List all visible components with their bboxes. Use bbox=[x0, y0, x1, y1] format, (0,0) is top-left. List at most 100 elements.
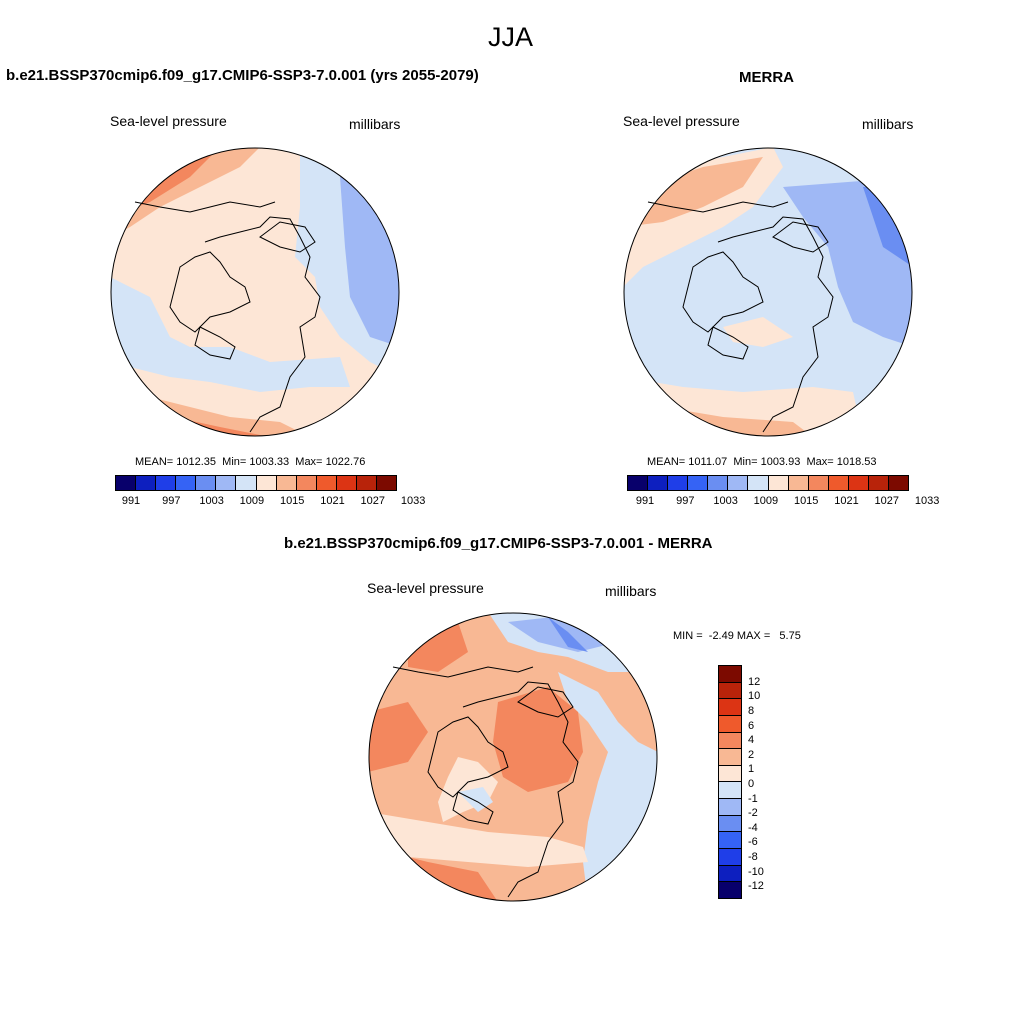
model-map-boundary bbox=[110, 147, 400, 437]
colorbar-tick-label: 1 bbox=[748, 763, 755, 776]
colorbar-swatch bbox=[848, 476, 869, 490]
colorbar-swatch bbox=[719, 715, 741, 733]
diff-coastlines bbox=[392, 666, 579, 898]
diff-units-label: millibars bbox=[605, 583, 657, 599]
obs-variable-label: Sea-level pressure bbox=[623, 113, 740, 129]
colorbar-tick-label: 997 bbox=[676, 495, 695, 507]
colorbar-tick-label: 1027 bbox=[360, 495, 386, 507]
colorbar-swatch bbox=[377, 476, 397, 490]
colorbar-swatch bbox=[719, 749, 741, 766]
model-units-label: millibars bbox=[349, 116, 401, 132]
colorbar-swatch bbox=[719, 882, 741, 898]
colorbar-tick-label: 4 bbox=[748, 734, 755, 747]
model-variable-label: Sea-level pressure bbox=[110, 113, 227, 129]
colorbar-swatch bbox=[708, 476, 729, 490]
obs-panel-title: MERRA bbox=[739, 69, 794, 86]
colorbar-tick-label: 0 bbox=[748, 777, 755, 790]
colorbar-tick-label: 1015 bbox=[793, 495, 819, 507]
diff-panel-title: b.e21.BSSP370cmip6.f09_g17.CMIP6-SSP3-7.… bbox=[284, 535, 713, 552]
colorbar-swatch bbox=[336, 476, 357, 490]
colorbar-swatch bbox=[136, 476, 157, 490]
colorbar-tick-label: -2 bbox=[748, 807, 758, 820]
model-stats: MEAN= 1012.35 Min= 1003.33 Max= 1022.76 bbox=[135, 456, 366, 468]
colorbar-swatch bbox=[719, 666, 741, 683]
colorbar-tick-label: 12 bbox=[748, 675, 761, 688]
colorbar-swatch bbox=[648, 476, 669, 490]
colorbar-tick-label: -8 bbox=[748, 850, 758, 863]
model-polar-map bbox=[110, 147, 400, 437]
model-coastlines bbox=[134, 201, 321, 433]
colorbar-tick-label: 1015 bbox=[279, 495, 305, 507]
obs-units-label: millibars bbox=[862, 116, 914, 132]
colorbar-tick-label: 10 bbox=[748, 690, 761, 703]
diff-positive-region bbox=[493, 687, 583, 792]
colorbar-swatch bbox=[719, 865, 741, 883]
colorbar-swatch bbox=[316, 476, 337, 490]
colorbar-tick-label: -4 bbox=[748, 821, 758, 834]
colorbar-tick-label: -6 bbox=[748, 836, 758, 849]
obs-colorbar bbox=[627, 475, 909, 491]
colorbar-tick-label: 1009 bbox=[753, 495, 779, 507]
colorbar-tick-label: 1003 bbox=[713, 495, 738, 507]
colorbar-swatch bbox=[216, 476, 237, 490]
colorbar-tick-label: 991 bbox=[121, 495, 141, 507]
colorbar-swatch bbox=[889, 476, 909, 490]
colorbar-swatch bbox=[236, 476, 257, 490]
diff-minmax: MIN = -2.49 MAX = 5.75 bbox=[673, 630, 801, 642]
colorbar-swatch bbox=[719, 782, 741, 800]
colorbar-swatch bbox=[719, 832, 741, 850]
colorbar-tick-label: 1021 bbox=[834, 495, 859, 507]
colorbar-swatch bbox=[276, 476, 297, 490]
diff-colorbar bbox=[718, 665, 742, 899]
colorbar-tick-label: 1009 bbox=[239, 495, 265, 507]
colorbar-tick-label: 1003 bbox=[199, 495, 224, 507]
model-colorbar bbox=[115, 475, 397, 491]
colorbar-swatch bbox=[176, 476, 197, 490]
colorbar-tick-label: -12 bbox=[748, 880, 764, 893]
colorbar-tick-label: 1033 bbox=[400, 495, 426, 507]
colorbar-swatch bbox=[356, 476, 378, 490]
colorbar-swatch bbox=[719, 799, 741, 816]
colorbar-swatch bbox=[719, 732, 741, 750]
colorbar-tick-label: 997 bbox=[162, 495, 181, 507]
colorbar-tick-label: 6 bbox=[748, 719, 755, 732]
obs-stats: MEAN= 1011.07 Min= 1003.93 Max= 1018.53 bbox=[647, 456, 877, 468]
colorbar-tick-label: 1021 bbox=[320, 495, 345, 507]
figure-title: JJA bbox=[488, 22, 534, 52]
colorbar-swatch bbox=[719, 699, 741, 716]
colorbar-swatch bbox=[808, 476, 829, 490]
colorbar-swatch bbox=[719, 765, 741, 783]
colorbar-swatch bbox=[768, 476, 789, 490]
colorbar-swatch bbox=[719, 815, 741, 833]
colorbar-tick-label: 1027 bbox=[874, 495, 900, 507]
colorbar-swatch bbox=[156, 476, 177, 490]
colorbar-swatch bbox=[196, 476, 217, 490]
colorbar-swatch bbox=[728, 476, 749, 490]
model-low-pressure-region bbox=[111, 277, 350, 392]
colorbar-swatch bbox=[719, 849, 741, 866]
colorbar-swatch bbox=[628, 476, 649, 490]
colorbar-swatch bbox=[256, 476, 277, 490]
colorbar-tick-label: -10 bbox=[748, 865, 764, 878]
diff-variable-label: Sea-level pressure bbox=[367, 580, 484, 596]
colorbar-tick-label: 8 bbox=[748, 704, 755, 717]
colorbar-swatch bbox=[868, 476, 890, 490]
obs-coastlines bbox=[647, 201, 834, 433]
colorbar-swatch bbox=[688, 476, 709, 490]
model-panel-title: b.e21.BSSP370cmip6.f09_g17.CMIP6-SSP3-7.… bbox=[6, 67, 479, 84]
colorbar-swatch bbox=[668, 476, 689, 490]
colorbar-swatch bbox=[719, 682, 741, 700]
colorbar-swatch bbox=[748, 476, 769, 490]
colorbar-tick-label: -1 bbox=[748, 792, 758, 805]
colorbar-tick-label: 2 bbox=[748, 748, 755, 761]
colorbar-swatch bbox=[296, 476, 317, 490]
obs-polar-map bbox=[623, 147, 913, 437]
colorbar-tick-label: 991 bbox=[635, 495, 655, 507]
colorbar-swatch bbox=[116, 476, 137, 490]
colorbar-tick-label: 1033 bbox=[914, 495, 940, 507]
diff-map-boundary bbox=[368, 612, 658, 902]
colorbar-swatch bbox=[828, 476, 849, 490]
obs-map-boundary bbox=[623, 147, 913, 437]
diff-polar-map bbox=[368, 612, 658, 902]
colorbar-swatch bbox=[788, 476, 809, 490]
